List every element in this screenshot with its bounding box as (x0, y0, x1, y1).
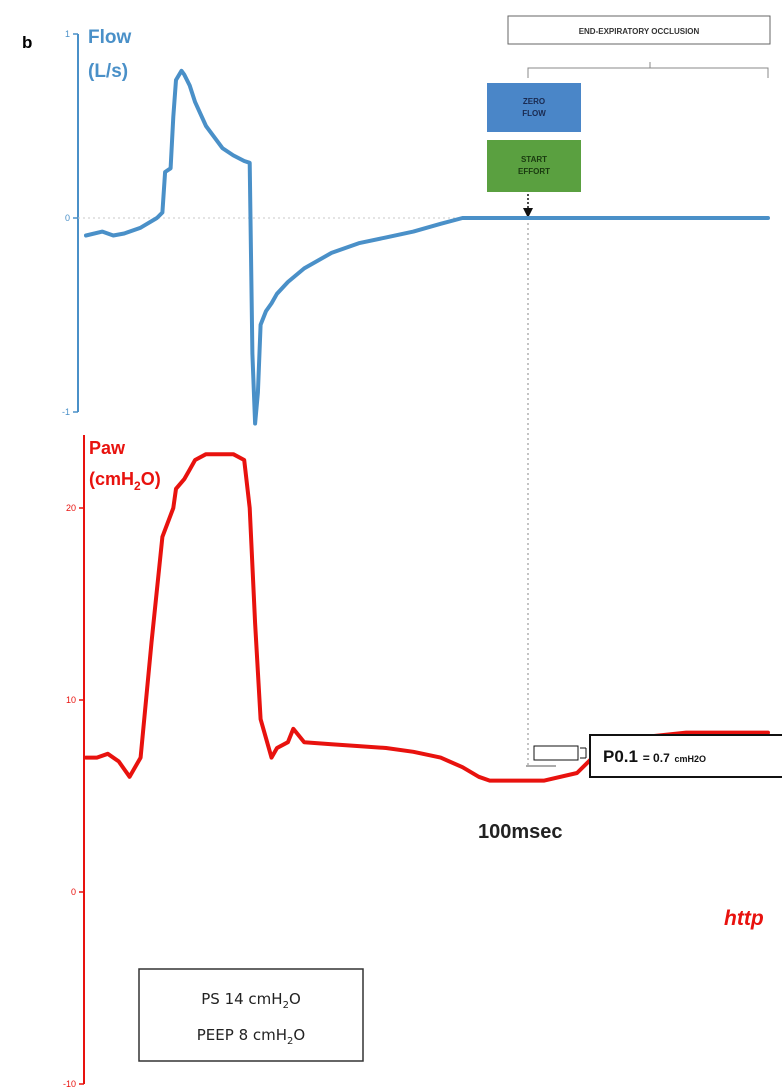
paw-tick-label: -10 (63, 1079, 76, 1089)
zero-flow-box (487, 83, 581, 132)
flow-axis: 1 0 -1 Flow (L/s) (62, 27, 768, 417)
paw-tick-label: 0 (71, 887, 76, 897)
paw-series-line (84, 452, 770, 783)
p01-label: P0.1 = 0.7 cmH2O (603, 747, 706, 766)
ventilator-settings-box (138, 968, 364, 1062)
start-effort-box (487, 140, 581, 192)
zero-flow-line2: FLOW (522, 109, 546, 118)
flow-ticks: 1 0 -1 (62, 29, 78, 417)
start-effort-line1: START (521, 155, 547, 164)
source-link-fragment: http (724, 907, 764, 930)
paw-ylabel-line2: (cmH2O) (89, 469, 161, 493)
paw-tick-label: 10 (66, 695, 76, 705)
start-effort-line2: EFFORT (518, 167, 550, 176)
flow-tick-label: -1 (62, 407, 70, 417)
ps-setting: PS 14 cmH2O (201, 990, 301, 1011)
p01-measure-bracket (533, 745, 579, 761)
p01-value-box (589, 734, 782, 778)
paw-ylabel-line1: Paw (89, 438, 126, 458)
flow-ylabel-line1: Flow (88, 27, 131, 48)
panel-label: b (22, 33, 32, 52)
flow-ylabel-line2: (L/s) (88, 61, 128, 82)
start-effort-arrow-head (523, 208, 533, 218)
flow-tick-label: 0 (65, 213, 70, 223)
paw-tick-label: 20 (66, 503, 76, 513)
time-label: 100msec (478, 821, 563, 843)
flow-series-line (84, 68, 770, 426)
flow-tick-label: 1 (65, 29, 70, 39)
peep-setting: PEEP 8 cmH2O (197, 1026, 305, 1047)
occlusion-label-box (507, 15, 771, 45)
paw-ticks: 20 10 0 -10 (63, 503, 84, 1089)
occlusion-bracket (527, 67, 769, 78)
zero-flow-line1: ZERO (523, 97, 545, 106)
occlusion-label: END-EXPIRATORY OCCLUSION (579, 27, 700, 36)
